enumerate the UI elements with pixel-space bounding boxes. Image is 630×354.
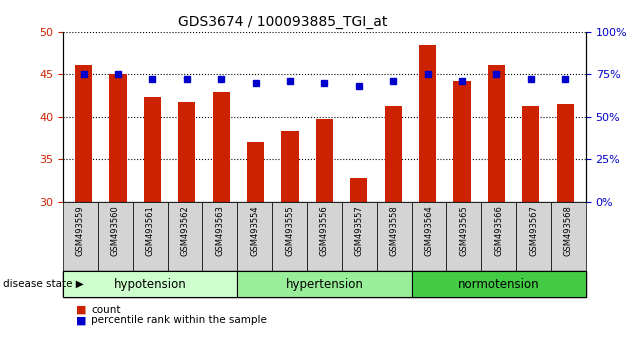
Text: hypertension: hypertension (285, 278, 364, 291)
Bar (522, 106, 539, 354)
Text: GSM493567: GSM493567 (529, 205, 538, 256)
Text: GSM493556: GSM493556 (320, 205, 329, 256)
Text: GSM493558: GSM493558 (390, 205, 399, 256)
Text: count: count (91, 305, 121, 315)
Bar (144, 97, 161, 354)
Text: ■: ■ (76, 305, 86, 315)
Text: GSM493565: GSM493565 (459, 205, 468, 256)
Bar (419, 45, 436, 354)
Text: normotension: normotension (458, 278, 539, 291)
Bar (213, 92, 230, 354)
Title: GDS3674 / 100093885_TGI_at: GDS3674 / 100093885_TGI_at (178, 16, 387, 29)
Bar (488, 65, 505, 354)
Bar (178, 102, 195, 354)
Bar (350, 178, 367, 354)
Text: GSM493566: GSM493566 (495, 205, 503, 256)
Bar (247, 142, 264, 354)
Bar (557, 104, 574, 354)
Bar (385, 106, 402, 354)
Text: hypotension: hypotension (114, 278, 186, 291)
Text: GSM493564: GSM493564 (425, 205, 433, 256)
Text: percentile rank within the sample: percentile rank within the sample (91, 315, 267, 325)
Text: GSM493560: GSM493560 (111, 205, 120, 256)
Text: GSM493562: GSM493562 (181, 205, 190, 256)
Bar (316, 119, 333, 354)
Text: GSM493555: GSM493555 (285, 205, 294, 256)
Text: GSM493563: GSM493563 (215, 205, 224, 256)
Text: disease state ▶: disease state ▶ (3, 279, 84, 289)
Text: GSM493554: GSM493554 (250, 205, 259, 256)
Text: GSM493557: GSM493557 (355, 205, 364, 256)
Bar (454, 81, 471, 354)
Text: GSM493561: GSM493561 (146, 205, 154, 256)
Bar (75, 65, 92, 354)
Bar (110, 74, 127, 354)
Text: ■: ■ (76, 315, 86, 325)
Text: GSM493568: GSM493568 (564, 205, 573, 256)
Text: GSM493559: GSM493559 (76, 205, 85, 256)
Bar (282, 131, 299, 354)
